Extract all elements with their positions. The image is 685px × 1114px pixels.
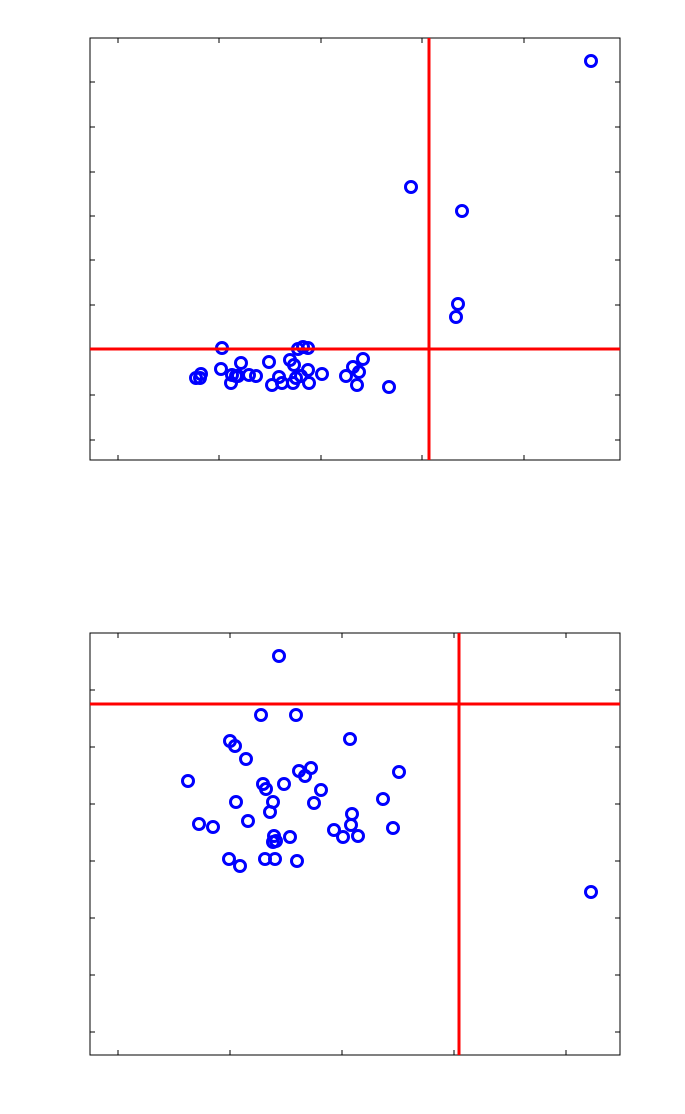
point: [263, 805, 277, 819]
point: [382, 380, 396, 394]
point: [301, 363, 315, 377]
point: [584, 885, 598, 899]
point: [259, 782, 273, 796]
point: [231, 369, 245, 383]
point: [262, 355, 276, 369]
point: [314, 783, 328, 797]
point: [222, 852, 236, 866]
plot-frame: [89, 37, 621, 461]
point: [386, 821, 400, 835]
point: [193, 371, 207, 385]
point: [254, 708, 268, 722]
point: [272, 649, 286, 663]
point: [376, 792, 390, 806]
point: [339, 369, 353, 383]
point: [304, 761, 318, 775]
point: [268, 852, 282, 866]
point: [449, 310, 463, 324]
point: [307, 796, 321, 810]
point: [277, 777, 291, 791]
point: [343, 732, 357, 746]
point: [283, 830, 297, 844]
point: [451, 297, 465, 311]
point: [351, 829, 365, 843]
point: [344, 818, 358, 832]
point: [233, 859, 247, 873]
point: [315, 367, 329, 381]
point: [584, 54, 598, 68]
point: [352, 365, 366, 379]
point: [356, 352, 370, 366]
point: [455, 204, 469, 218]
point: [214, 362, 228, 376]
point: [228, 739, 242, 753]
point: [234, 356, 248, 370]
point: [287, 358, 301, 372]
point: [266, 835, 280, 849]
point: [241, 814, 255, 828]
point: [206, 820, 220, 834]
point: [350, 378, 364, 392]
point: [192, 817, 206, 831]
plot-frame: [89, 632, 621, 1056]
point: [181, 774, 195, 788]
point: [249, 369, 263, 383]
point: [302, 376, 316, 390]
point: [336, 830, 350, 844]
point: [229, 795, 243, 809]
point: [327, 823, 341, 837]
point: [290, 854, 304, 868]
point: [289, 708, 303, 722]
point: [404, 180, 418, 194]
point: [392, 765, 406, 779]
point: [224, 376, 238, 390]
point: [345, 807, 359, 821]
point: [239, 752, 253, 766]
